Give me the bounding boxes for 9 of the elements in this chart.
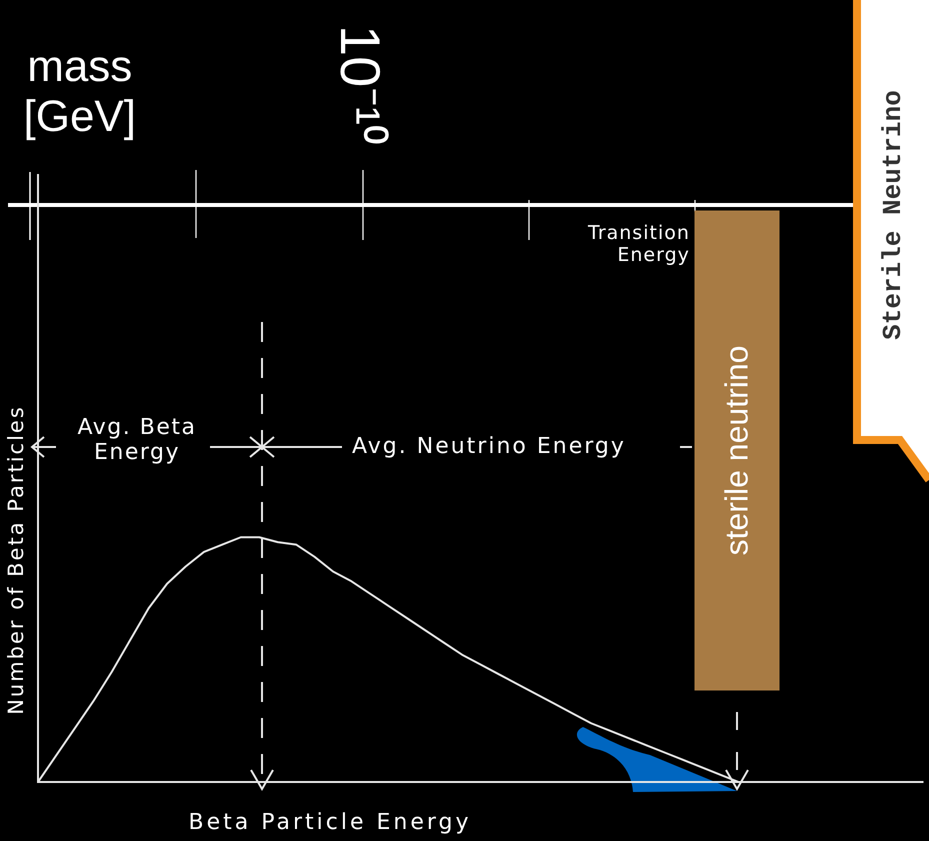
text: Avg. Beta Energy [78,415,196,465]
annotation: sterile neutrino [694,210,780,690]
text: 10⁻¹⁰ [328,25,393,145]
text: Sterile Neutrino [878,90,908,340]
text: Transition Energy [588,222,690,266]
text: Avg. Neutrino Energy [352,434,626,459]
text: mass [GeV] [24,42,136,142]
x-axis-title: Beta Particle Energy [188,810,472,835]
y-axis-title: Number of Beta Particles [4,405,28,715]
